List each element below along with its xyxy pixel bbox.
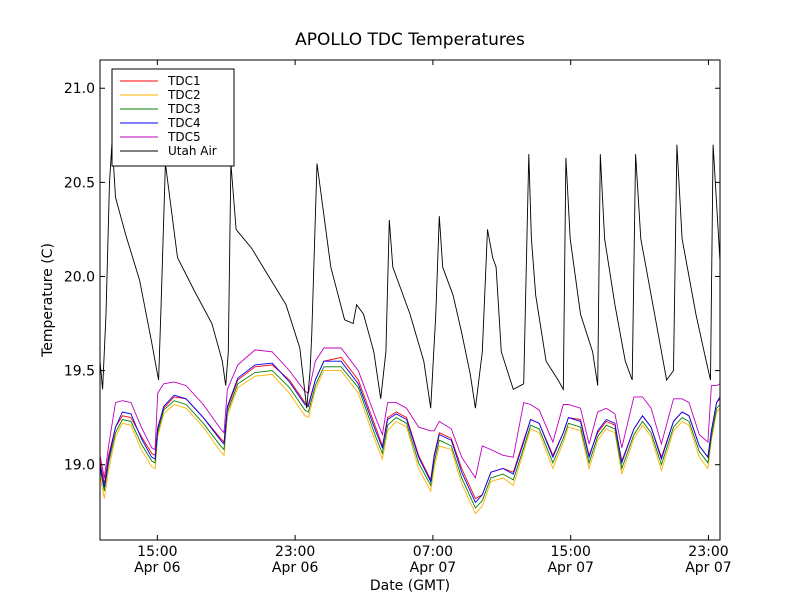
y-axis: 19.0 19.5 20.0 20.5 21.0 <box>64 81 720 474</box>
legend-label: TDC1 <box>167 74 201 88</box>
x-tick-time-label: 15:00 <box>137 544 177 560</box>
legend-label: TDC5 <box>167 130 201 144</box>
series-line-tdc2 <box>100 370 720 515</box>
x-axis-label: Date (GMT) <box>370 578 450 594</box>
legend-box <box>111 68 235 167</box>
x-tick-date-label: Apr 07 <box>685 560 731 576</box>
y-axis-label: Temperature (C) <box>40 243 56 358</box>
x-tick-date-label: Apr 06 <box>272 560 319 576</box>
legend-label: TDC3 <box>167 102 201 116</box>
y-tick-label: 19.0 <box>64 458 95 474</box>
x-tick-time-label: 23:00 <box>275 544 315 560</box>
x-tick-time-label: 07:00 <box>413 544 453 560</box>
series-line-tdc3 <box>100 366 720 509</box>
x-tick-date-label: Apr 06 <box>134 560 181 576</box>
x-tick-time-label: 15:00 <box>551 544 591 560</box>
plot-lines <box>100 140 720 515</box>
x-tick-date-label: Apr 07 <box>410 560 456 576</box>
legend-label: Utah Air <box>168 144 217 158</box>
series-line-tdc4 <box>100 360 720 504</box>
y-tick-label: 21.0 <box>64 81 95 97</box>
y-tick-label: 20.0 <box>64 269 95 285</box>
series-line-utah-air <box>100 140 720 409</box>
chart-title: APOLLO TDC Temperatures <box>295 30 525 50</box>
x-tick-date-label: Apr 07 <box>547 560 593 576</box>
x-tick-time-label: 23:00 <box>688 544 728 560</box>
plot-frame <box>99 59 721 541</box>
legend-label: TDC4 <box>167 116 201 130</box>
y-tick-label: 20.5 <box>64 175 95 191</box>
legend-label: TDC2 <box>167 88 201 102</box>
series-line-tdc5 <box>100 347 720 480</box>
y-tick-label: 19.5 <box>64 364 95 380</box>
